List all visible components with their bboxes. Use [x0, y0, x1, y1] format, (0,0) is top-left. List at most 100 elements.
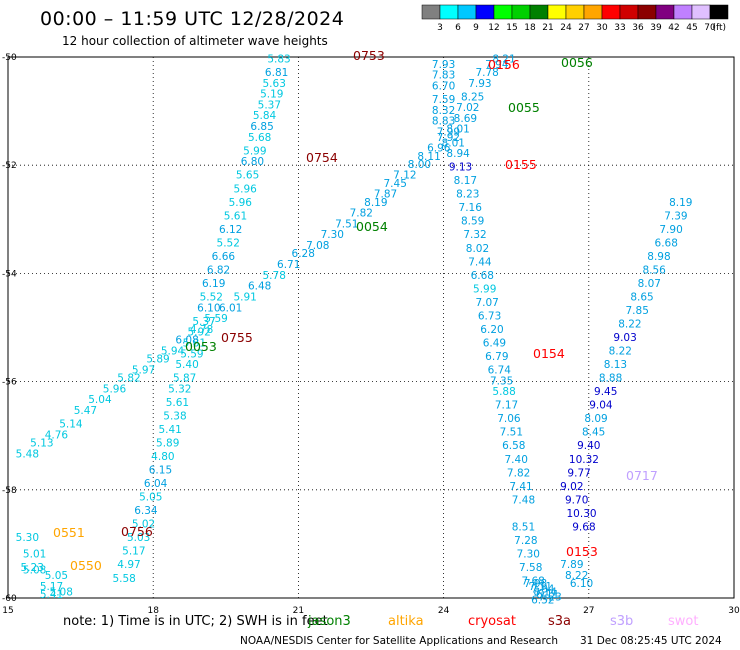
data-point-value: 5.78: [263, 270, 286, 282]
data-point-value: 7.93: [432, 59, 455, 71]
data-point-value: 5.41: [158, 424, 181, 436]
data-point-value: 5.30: [16, 532, 39, 544]
data-point-value: 8.17: [454, 175, 477, 187]
data-point-value: 8.09: [584, 413, 607, 425]
data-point-value: 7.82: [507, 467, 530, 479]
y-tick-label: -56: [2, 378, 17, 388]
colorbar-swatch: [691, 4, 711, 20]
data-point-value: 10.30: [567, 508, 597, 520]
data-point-value: 8.32: [432, 105, 455, 117]
data-point-value: 5.84: [253, 110, 277, 122]
data-point-value: 7.68: [521, 575, 544, 587]
data-point-value: 5.97: [132, 364, 155, 376]
data-point-value: 5.87: [173, 373, 196, 385]
data-point-value: 8.88: [599, 373, 622, 385]
data-point-value: 8.59: [461, 216, 484, 228]
data-point-value: 7.17: [495, 400, 518, 412]
data-point-value: 7.41: [509, 481, 532, 493]
data-point-value: 6.15: [149, 465, 172, 477]
satellite-legend-cryosat: cryosat: [468, 614, 516, 629]
data-point-value: 8.21: [492, 53, 515, 65]
data-point-value: 8.56: [642, 264, 666, 276]
data-point-value: 5.05: [139, 492, 162, 504]
colorbar-label: 21: [542, 23, 553, 33]
data-point-value: 5.08: [50, 586, 73, 598]
data-point-value: 7.02: [456, 102, 479, 114]
data-point-value: 7.90: [659, 224, 682, 236]
data-point-value: 8.65: [630, 291, 653, 303]
data-point-value: 8.00: [408, 159, 431, 171]
data-point-value: 8.51: [512, 521, 535, 533]
data-point-value: 7.51: [500, 427, 523, 439]
data-point-value: 7.08: [306, 240, 329, 252]
data-point-value: 5.01: [23, 548, 46, 560]
data-point-value: 7.89: [560, 559, 583, 571]
data-point-value: 6.81: [265, 67, 288, 79]
data-point-value: 6.85: [250, 121, 273, 133]
data-point-value: 6.71: [277, 259, 300, 271]
data-point-value: 9.70: [565, 494, 588, 506]
data-point-value: 7.32: [463, 229, 486, 241]
y-tick-label: -60: [2, 594, 17, 604]
data-point-value: 5.37: [258, 99, 281, 111]
data-point-value: 7.44: [468, 256, 492, 268]
data-point-value: 7.23: [538, 592, 561, 604]
data-point-value: 6.20: [480, 324, 503, 336]
colorbar-swatch: [475, 4, 495, 20]
data-point-value: 4.78: [190, 324, 213, 336]
data-point-value: 7.92: [437, 132, 460, 144]
colorbar-swatch: [655, 4, 675, 20]
data-point-value: 5.96: [229, 197, 253, 209]
colorbar-swatch: [547, 4, 567, 20]
data-point-value: 6.79: [485, 351, 508, 363]
data-point-value: 7.94: [485, 59, 509, 71]
data-point-value: 6.01: [219, 302, 242, 314]
plot-frame: [7, 56, 735, 599]
data-point-value: 5.68: [248, 132, 271, 144]
pass-label: 0753: [353, 48, 385, 63]
data-point-value: 6.82: [207, 264, 230, 276]
data-point-value: 5.94: [161, 346, 185, 358]
pass-label: 0154: [533, 346, 565, 361]
colorbar-swatch: [565, 4, 585, 20]
y-tick-label: -54: [2, 269, 17, 279]
colorbar-label: 24: [560, 23, 572, 33]
data-point-value: 8.01: [442, 137, 465, 149]
data-point-value: 5.59: [180, 348, 203, 360]
data-point-value: 5.40: [175, 359, 198, 371]
data-point-value: 7.51: [335, 218, 358, 230]
data-point-value: 6.70: [432, 80, 455, 92]
pass-label: 0754: [306, 150, 338, 165]
data-point-value: 7.16: [459, 202, 483, 214]
data-point-value: 8.01: [446, 124, 469, 136]
data-point-value: 10.32: [569, 454, 599, 466]
data-point-value: 6.12: [219, 224, 242, 236]
data-point-value: 7.82: [350, 208, 373, 220]
data-point-value: 7.85: [626, 305, 649, 317]
satellite-legend-s3b: s3b: [610, 614, 633, 629]
data-point-value: 5.04: [88, 394, 112, 406]
data-point-value: 6.19: [202, 278, 225, 290]
data-point-value: 8.19: [364, 197, 387, 209]
data-point-value: 5.17: [40, 581, 63, 593]
colorbar-label: 42: [668, 23, 679, 33]
data-point-value: 7.28: [514, 535, 537, 547]
data-point-value: 5.48: [16, 448, 39, 460]
data-point-value: 5.96: [103, 383, 127, 395]
data-point-value: 8.23: [456, 189, 479, 201]
data-point-value: 6.73: [478, 310, 501, 322]
data-point-value: 5.52: [200, 291, 223, 303]
data-point-value: 6.58: [502, 440, 525, 452]
data-point-value: 5.32: [168, 383, 191, 395]
pass-label: 0551: [53, 525, 85, 540]
data-point-value: 5.83: [267, 53, 290, 65]
data-point-value: 7.99: [437, 126, 460, 138]
data-point-value: 6.32: [531, 594, 554, 606]
colorbar-swatch: [421, 4, 441, 20]
data-point-value: 8.19: [669, 197, 692, 209]
pass-label: 0156: [488, 57, 520, 72]
data-point-value: 6.80: [241, 156, 264, 168]
data-point-value: 8.22: [618, 319, 641, 331]
data-point-value: 6.10: [197, 302, 220, 314]
data-point-value: 6.66: [212, 251, 236, 263]
